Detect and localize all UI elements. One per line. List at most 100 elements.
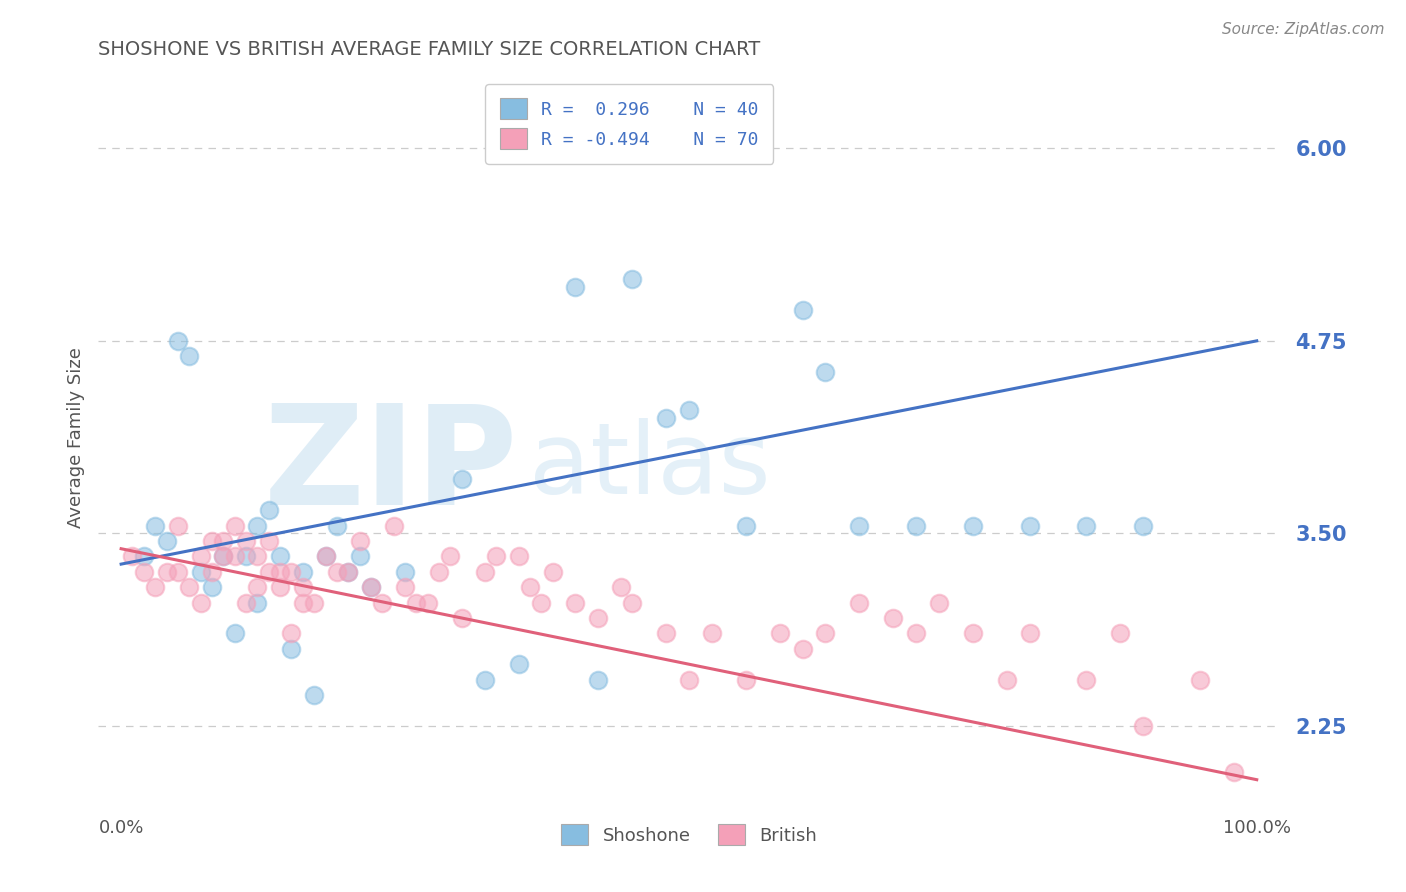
- Point: [246, 580, 269, 594]
- Point: [257, 534, 280, 549]
- Point: [246, 518, 269, 533]
- Point: [167, 518, 190, 533]
- Point: [1018, 518, 1040, 533]
- Point: [326, 518, 349, 533]
- Point: [121, 549, 143, 564]
- Point: [450, 472, 472, 486]
- Point: [394, 580, 416, 594]
- Point: [315, 549, 337, 564]
- Point: [962, 626, 984, 640]
- Point: [655, 626, 678, 640]
- Point: [678, 403, 700, 417]
- Point: [928, 596, 950, 610]
- Point: [519, 580, 541, 594]
- Point: [132, 549, 155, 564]
- Point: [564, 596, 586, 610]
- Point: [235, 596, 257, 610]
- Point: [360, 580, 382, 594]
- Point: [1076, 673, 1098, 687]
- Point: [450, 611, 472, 625]
- Point: [190, 565, 212, 579]
- Point: [190, 596, 212, 610]
- Point: [155, 534, 177, 549]
- Point: [1132, 719, 1154, 733]
- Point: [132, 565, 155, 579]
- Point: [201, 534, 224, 549]
- Point: [291, 565, 314, 579]
- Point: [474, 565, 496, 579]
- Point: [326, 565, 349, 579]
- Point: [224, 518, 246, 533]
- Point: [360, 580, 382, 594]
- Point: [291, 580, 314, 594]
- Point: [678, 673, 700, 687]
- Point: [269, 565, 291, 579]
- Point: [212, 534, 235, 549]
- Point: [995, 673, 1018, 687]
- Text: Source: ZipAtlas.com: Source: ZipAtlas.com: [1222, 22, 1385, 37]
- Point: [586, 611, 609, 625]
- Point: [700, 626, 723, 640]
- Point: [485, 549, 508, 564]
- Point: [167, 334, 190, 348]
- Point: [349, 534, 371, 549]
- Point: [848, 596, 870, 610]
- Point: [508, 549, 530, 564]
- Point: [382, 518, 405, 533]
- Point: [280, 626, 302, 640]
- Text: SHOSHONE VS BRITISH AVERAGE FAMILY SIZE CORRELATION CHART: SHOSHONE VS BRITISH AVERAGE FAMILY SIZE …: [98, 39, 761, 59]
- Point: [394, 565, 416, 579]
- Point: [235, 549, 257, 564]
- Point: [1188, 673, 1211, 687]
- Point: [621, 272, 644, 286]
- Point: [315, 549, 337, 564]
- Point: [212, 549, 235, 564]
- Point: [155, 565, 177, 579]
- Point: [269, 549, 291, 564]
- Point: [349, 549, 371, 564]
- Point: [143, 518, 166, 533]
- Point: [814, 365, 837, 379]
- Point: [280, 641, 302, 656]
- Point: [257, 503, 280, 517]
- Point: [337, 565, 360, 579]
- Point: [1109, 626, 1132, 640]
- Point: [792, 641, 814, 656]
- Point: [541, 565, 564, 579]
- Point: [848, 518, 870, 533]
- Point: [201, 565, 224, 579]
- Point: [257, 565, 280, 579]
- Point: [882, 611, 904, 625]
- Point: [814, 626, 837, 640]
- Point: [530, 596, 553, 610]
- Point: [302, 596, 325, 610]
- Point: [655, 410, 678, 425]
- Point: [302, 688, 325, 702]
- Point: [179, 349, 201, 363]
- Point: [1076, 518, 1098, 533]
- Point: [1018, 626, 1040, 640]
- Point: [167, 565, 190, 579]
- Point: [905, 518, 928, 533]
- Point: [734, 673, 756, 687]
- Point: [371, 596, 394, 610]
- Point: [190, 549, 212, 564]
- Point: [235, 534, 257, 549]
- Point: [474, 673, 496, 687]
- Point: [962, 518, 984, 533]
- Point: [143, 580, 166, 594]
- Point: [212, 549, 235, 564]
- Point: [586, 673, 609, 687]
- Point: [621, 596, 644, 610]
- Point: [224, 549, 246, 564]
- Point: [224, 626, 246, 640]
- Y-axis label: Average Family Size: Average Family Size: [66, 347, 84, 527]
- Legend: Shoshone, British: Shoshone, British: [554, 817, 824, 852]
- Text: ZIP: ZIP: [263, 399, 517, 533]
- Point: [508, 657, 530, 672]
- Point: [564, 280, 586, 294]
- Point: [792, 303, 814, 318]
- Point: [337, 565, 360, 579]
- Point: [405, 596, 427, 610]
- Point: [905, 626, 928, 640]
